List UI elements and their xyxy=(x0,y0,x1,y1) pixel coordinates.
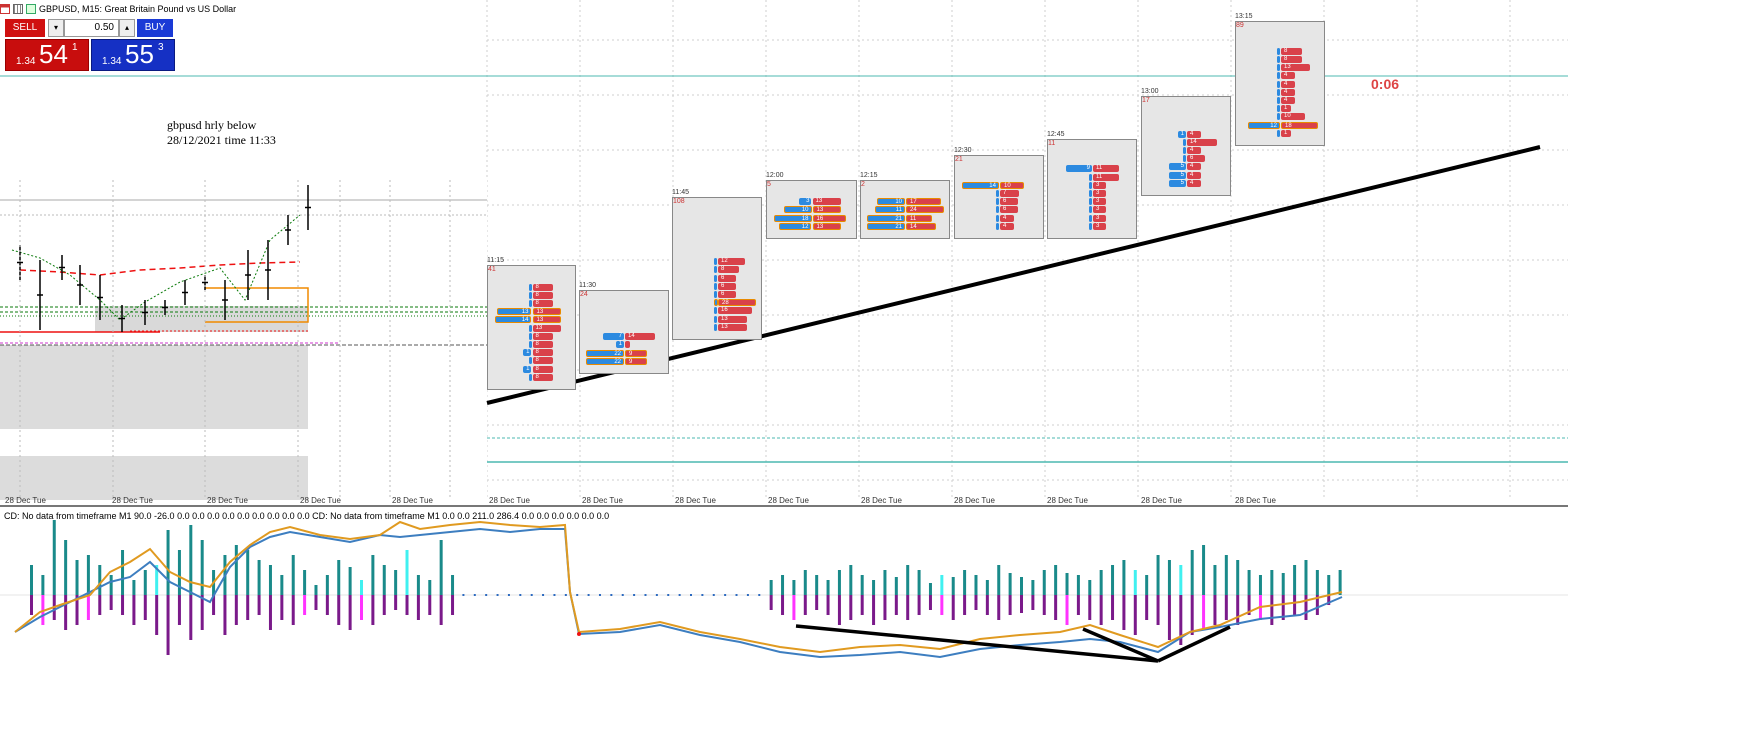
note-line-1: gbpusd hrly below xyxy=(167,118,257,132)
cd-line-orange xyxy=(14,520,1343,654)
time-axis-label: 28 Dec Tue xyxy=(675,496,716,505)
window-separator[interactable] xyxy=(0,505,1568,507)
time-axis-label: 28 Dec Tue xyxy=(392,496,433,505)
hourly-chart-inset xyxy=(0,180,487,500)
cumulative-delta-subwindow[interactable] xyxy=(0,507,1568,671)
shaded-zone-upper xyxy=(0,345,308,429)
buy-price-fraction: 3 xyxy=(158,42,164,53)
time-axis-label: 28 Dec Tue xyxy=(1047,496,1088,505)
divergence-line-2 xyxy=(1082,627,1159,663)
buy-price-prefix: 1.34 xyxy=(102,56,122,67)
lot-increase-button[interactable]: ▴ xyxy=(119,19,135,37)
buy-price-big: 55 xyxy=(125,39,154,69)
one-click-trading-panel: SELL ▾ 0.50 ▴ BUY 1.34 54 1 1.34 55 3 xyxy=(5,19,175,71)
chart-title-bar: GBPUSD, M15: Great Britain Pound vs US D… xyxy=(0,2,236,16)
time-axis: 28 Dec Tue 28 Dec Tue 28 Dec Tue 28 Dec Tue… xyxy=(5,496,1276,505)
chart-title: GBPUSD, M15: Great Britain Pound vs US D… xyxy=(39,4,237,14)
lot-size-input[interactable]: 0.50 xyxy=(64,19,119,37)
time-axis-label: 28 Dec Tue xyxy=(300,496,341,505)
buy-button[interactable]: BUY xyxy=(137,19,173,37)
chart-text-note: gbpusd hrly below 28/12/2021 time 11:33 xyxy=(167,118,276,148)
lot-decrease-button[interactable]: ▾ xyxy=(48,19,64,37)
grid-icon[interactable] xyxy=(13,4,23,14)
sell-price-big: 54 xyxy=(39,39,68,69)
sell-button[interactable]: SELL xyxy=(5,19,45,37)
note-line-2: 28/12/2021 time 11:33 xyxy=(167,133,276,147)
subwindow-indicator-label: CD: No data from timeframe M1 90.0 -26.0… xyxy=(4,511,610,521)
sell-price-box[interactable]: 1.34 54 1 xyxy=(5,39,89,71)
time-axis-label: 28 Dec Tue xyxy=(112,496,153,505)
time-axis-label: 28 Dec Tue xyxy=(768,496,809,505)
time-axis-label: 28 Dec Tue xyxy=(954,496,995,505)
divergence-line-1 xyxy=(795,624,1159,663)
cd-line-blue xyxy=(14,527,1343,659)
time-axis-label: 28 Dec Tue xyxy=(861,496,902,505)
time-axis-label: 28 Dec Tue xyxy=(1235,496,1276,505)
time-axis-label: 28 Dec Tue xyxy=(489,496,530,505)
shaded-zone-mid xyxy=(95,306,308,332)
bar-countdown-timer: 0:06 xyxy=(1371,76,1400,92)
time-axis-label: 28 Dec Tue xyxy=(207,496,248,505)
indicator-icon[interactable] xyxy=(26,4,36,14)
sell-price-fraction: 1 xyxy=(72,42,78,53)
buy-price-box[interactable]: 1.34 55 3 xyxy=(91,39,175,71)
time-axis-label: 28 Dec Tue xyxy=(5,496,46,505)
chart-window-icon[interactable] xyxy=(0,4,10,14)
shaded-zone-lower xyxy=(0,456,308,500)
divergence-line-3 xyxy=(1157,625,1231,663)
time-axis-label: 28 Dec Tue xyxy=(1141,496,1182,505)
time-axis-label: 28 Dec Tue xyxy=(582,496,623,505)
sell-price-prefix: 1.34 xyxy=(16,56,36,67)
